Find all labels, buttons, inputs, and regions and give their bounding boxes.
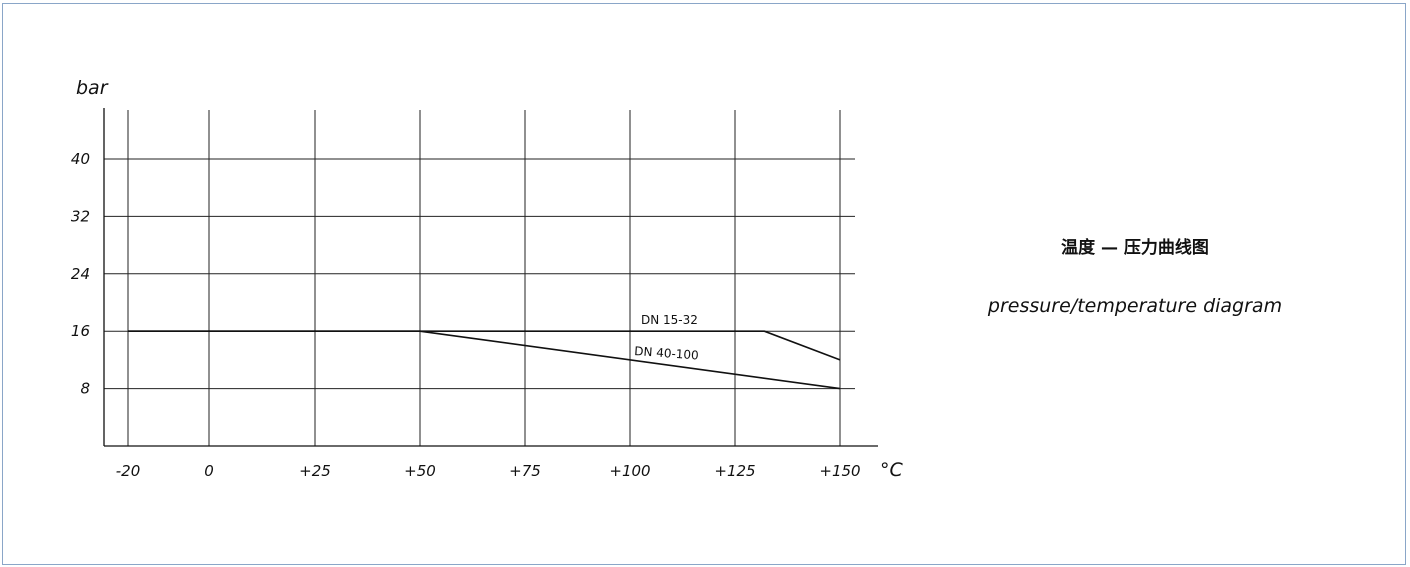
axes xyxy=(103,108,878,447)
chart-subtitle: pressure/temperature diagram xyxy=(987,295,1283,317)
x-tick-label-6: +125 xyxy=(714,462,755,480)
y-tick-label-0: 8 xyxy=(80,380,90,398)
series-line-1 xyxy=(128,330,841,390)
y-tick-label-3: 32 xyxy=(71,207,90,225)
series-lines xyxy=(128,330,841,390)
x-axis-title: °C xyxy=(880,459,904,481)
x-tick-label-0: -20 xyxy=(116,462,141,480)
grid xyxy=(104,110,855,446)
chart-frame xyxy=(2,3,1406,565)
x-tick-label-1: 0 xyxy=(204,462,214,480)
x-tick-label-5: +100 xyxy=(609,462,650,480)
y-tick-label-2: 24 xyxy=(71,265,90,283)
x-tick-label-4: +75 xyxy=(509,462,541,480)
chart-title: 温度 — 压力曲线图 xyxy=(1061,238,1209,258)
x-tick-label-7: +150 xyxy=(819,462,860,480)
x-tick-label-3: +50 xyxy=(404,462,436,480)
series-label-1: DN 40-100 xyxy=(634,344,699,362)
x-tick-label-2: +25 xyxy=(299,462,331,480)
tick-labels: DN 15-32 DN 40-100 -20 0 +25 +50 +75 +100 +125 +1… xyxy=(71,77,904,481)
y-tick-label-1: 16 xyxy=(71,322,90,340)
series-label-0: DN 15-32 xyxy=(641,313,698,327)
series-line-0 xyxy=(128,330,841,361)
y-tick-label-4: 40 xyxy=(71,150,90,168)
y-axis-title: bar xyxy=(76,77,109,99)
